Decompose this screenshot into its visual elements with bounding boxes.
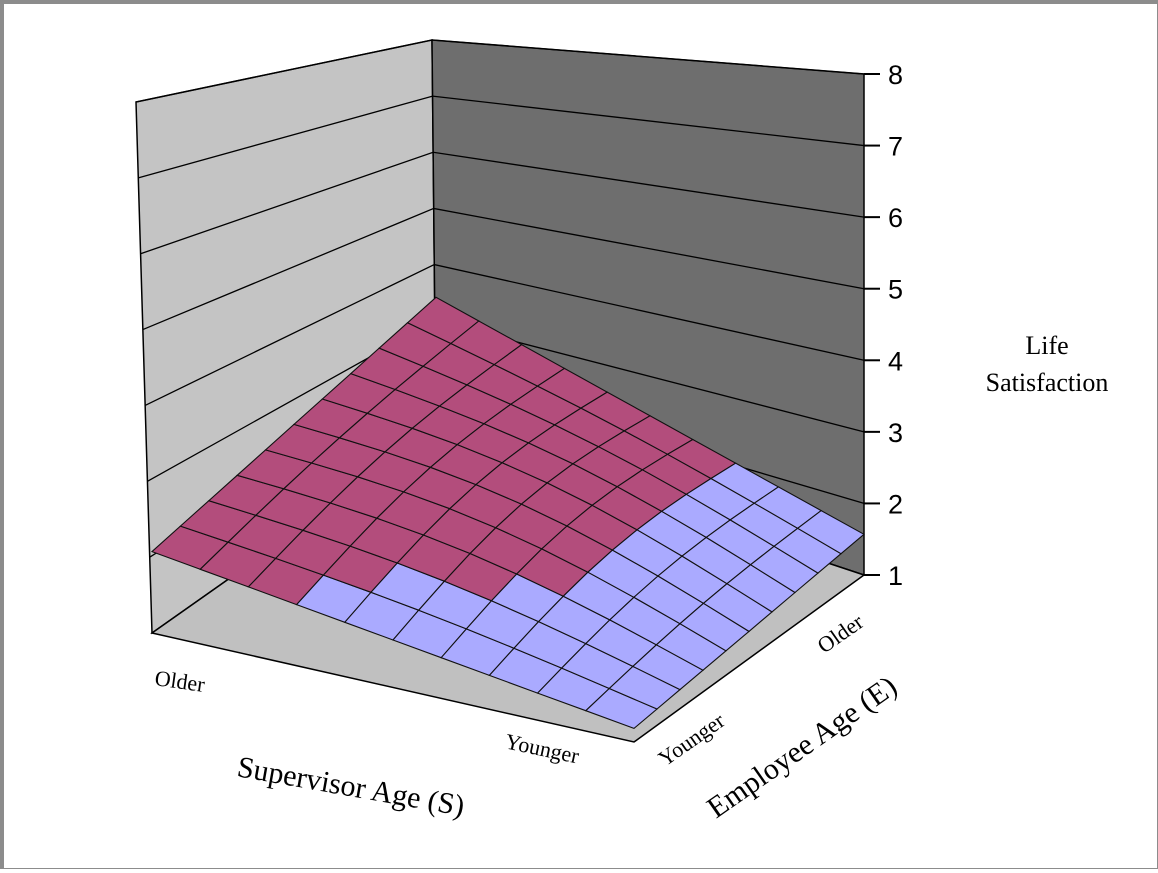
- z-tick-label: 3: [888, 418, 903, 448]
- z-tick-label: 4: [888, 346, 903, 376]
- z-gridline: [135, 39, 865, 103]
- z-axis-label-line2: Satisfaction: [986, 368, 1109, 397]
- z-tick-label: 8: [888, 60, 903, 90]
- x-tick-older: Older: [153, 665, 207, 697]
- y-tick-older: Older: [813, 608, 869, 658]
- z-tick-label: 6: [888, 203, 903, 233]
- z-axis-ticks: 1 2 3 4 5 6 7 8: [864, 60, 903, 591]
- z-tick-label: 7: [888, 132, 903, 162]
- y-axis-title: Employee Age (E): [701, 670, 903, 825]
- z-tick-label: 1: [888, 561, 903, 591]
- x-tick-younger: Younger: [503, 728, 582, 768]
- x-axis-title: Supervisor Age (S): [235, 750, 467, 822]
- z-tick-label: 2: [888, 489, 903, 519]
- z-gridline: [138, 95, 865, 179]
- z-gridline: [144, 263, 865, 407]
- surface-mesh: [150, 296, 865, 730]
- z-axis-label-line1: Life: [1025, 331, 1068, 360]
- z-gridline: [140, 151, 865, 255]
- surface-chart: 1 2 3 4 5 6 7 8 Life Satisfaction Older Younger…: [135, 39, 1109, 825]
- z-gridline: [142, 207, 865, 331]
- z-tick-label: 5: [888, 275, 903, 305]
- surface-cell: [796, 509, 865, 555]
